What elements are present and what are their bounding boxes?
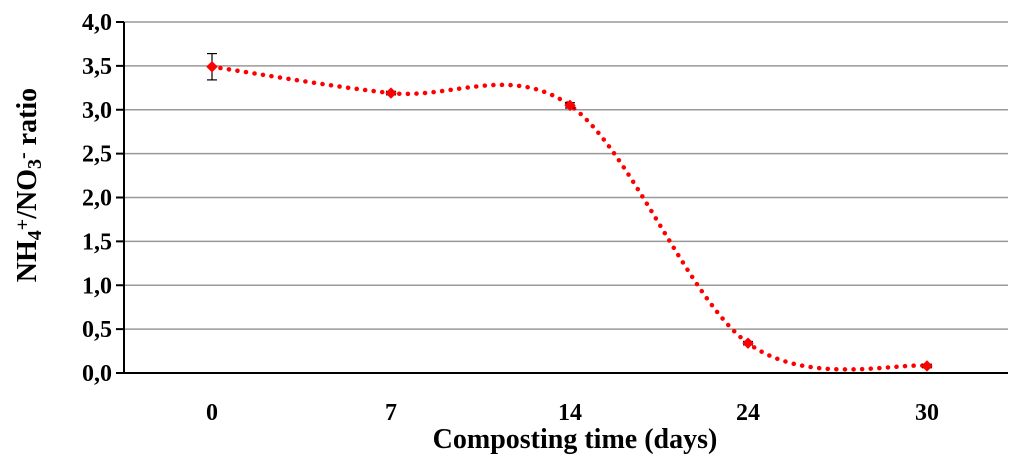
y-axis-title-part: +	[12, 219, 34, 230]
y-axis-title: NH4+/NO3- ratio	[12, 88, 46, 282]
y-tick-label: 0,5	[82, 317, 112, 343]
y-axis-title-part: 4	[24, 230, 46, 240]
data-point	[742, 337, 754, 349]
x-tick-label: 14	[558, 400, 582, 426]
series-line	[209, 64, 930, 372]
y-tick-label: 0,0	[82, 361, 112, 387]
y-axis-title-part: 3	[24, 159, 46, 169]
series-layer	[206, 52, 933, 372]
data-point	[564, 99, 576, 112]
x-tick-label: 24	[736, 400, 760, 426]
x-axis-title: Composting time (days)	[433, 424, 718, 455]
data-point	[921, 360, 933, 372]
x-tick-label: 0	[206, 400, 218, 426]
y-axis-title-part: NH	[12, 240, 43, 282]
y-tick-label: 3,5	[82, 54, 112, 80]
y-tick-label: 1,5	[82, 229, 112, 255]
y-tick-label: 4,0	[82, 10, 112, 36]
y-axis-title-part: /NO	[12, 169, 43, 220]
gridlines	[124, 21, 1008, 330]
y-axis-title-part: -	[12, 152, 34, 159]
y-tick-label: 1,0	[82, 273, 112, 299]
x-tick-labels: 0 7 14 24 30	[206, 400, 939, 426]
x-tick-label: 7	[385, 400, 397, 426]
data-point	[385, 87, 397, 99]
data-point	[206, 61, 218, 73]
y-tick-label: 3,0	[82, 98, 112, 124]
axes	[116, 21, 1008, 374]
y-tick-label: 2,0	[82, 186, 112, 212]
y-axis-title-part: ratio	[12, 88, 43, 153]
y-tick-label: 2,5	[82, 142, 112, 168]
y-tick-labels: 0,0 0,5 1,0 1,5 2,0 2,5 3,0 3,5 4,0	[82, 10, 112, 387]
x-tick-label: 30	[915, 400, 939, 426]
